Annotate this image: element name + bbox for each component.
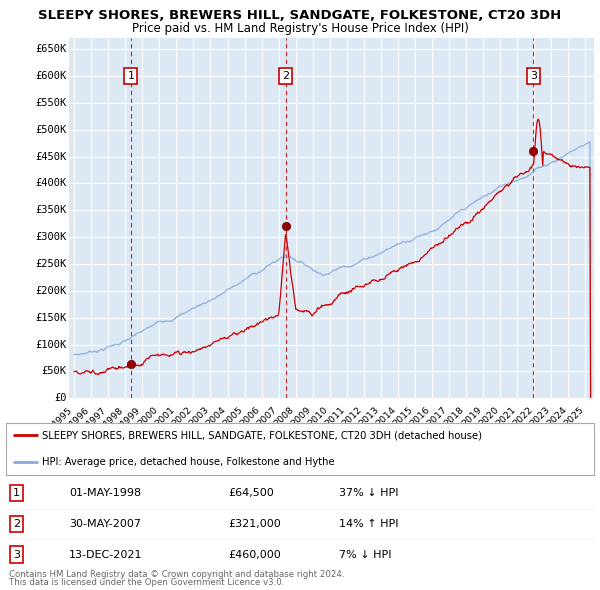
Text: 2019: 2019 xyxy=(460,405,483,428)
Text: 2010: 2010 xyxy=(307,405,330,428)
Text: 1999: 1999 xyxy=(119,405,142,428)
Text: 2006: 2006 xyxy=(238,405,262,428)
Text: 2002: 2002 xyxy=(170,405,193,428)
Text: £300K: £300K xyxy=(35,232,67,242)
Text: £321,000: £321,000 xyxy=(228,519,281,529)
Text: £460,000: £460,000 xyxy=(228,550,281,559)
Text: 2009: 2009 xyxy=(289,405,313,428)
Text: £400K: £400K xyxy=(35,178,67,188)
Text: £0: £0 xyxy=(54,394,67,403)
Text: 2022: 2022 xyxy=(511,405,535,428)
Text: £550K: £550K xyxy=(35,98,67,108)
Text: SLEEPY SHORES, BREWERS HILL, SANDGATE, FOLKESTONE, CT20 3DH (detached house): SLEEPY SHORES, BREWERS HILL, SANDGATE, F… xyxy=(43,431,482,441)
Text: £64,500: £64,500 xyxy=(228,489,274,498)
Text: £50K: £50K xyxy=(41,366,67,376)
Text: 2: 2 xyxy=(282,71,289,81)
Text: 3: 3 xyxy=(13,550,20,559)
Text: £600K: £600K xyxy=(35,71,67,81)
Text: 2008: 2008 xyxy=(272,405,296,428)
Text: 2024: 2024 xyxy=(545,405,568,428)
Text: £450K: £450K xyxy=(35,152,67,162)
Text: 2025: 2025 xyxy=(562,405,586,428)
Text: 2012: 2012 xyxy=(341,405,364,428)
Text: 37% ↓ HPI: 37% ↓ HPI xyxy=(339,489,398,498)
Text: £150K: £150K xyxy=(35,313,67,323)
Text: 7% ↓ HPI: 7% ↓ HPI xyxy=(339,550,391,559)
Text: 1: 1 xyxy=(127,71,134,81)
Text: 1995: 1995 xyxy=(51,405,74,428)
Text: 2007: 2007 xyxy=(256,405,278,428)
Text: 14% ↑ HPI: 14% ↑ HPI xyxy=(339,519,398,529)
Text: 1998: 1998 xyxy=(102,405,125,428)
Text: 2020: 2020 xyxy=(477,405,500,428)
Text: This data is licensed under the Open Government Licence v3.0.: This data is licensed under the Open Gov… xyxy=(9,578,284,587)
Text: HPI: Average price, detached house, Folkestone and Hythe: HPI: Average price, detached house, Folk… xyxy=(43,457,335,467)
Text: 2001: 2001 xyxy=(153,405,176,428)
Text: 2003: 2003 xyxy=(187,405,211,428)
Text: 01-MAY-1998: 01-MAY-1998 xyxy=(69,489,141,498)
Text: 2018: 2018 xyxy=(443,405,466,428)
Text: Contains HM Land Registry data © Crown copyright and database right 2024.: Contains HM Land Registry data © Crown c… xyxy=(9,571,344,579)
Text: 13-DEC-2021: 13-DEC-2021 xyxy=(69,550,143,559)
Text: 1996: 1996 xyxy=(68,405,91,428)
Text: £350K: £350K xyxy=(35,205,67,215)
Text: 2: 2 xyxy=(13,519,20,529)
Text: 2021: 2021 xyxy=(494,405,517,428)
Text: 2014: 2014 xyxy=(374,405,398,428)
Text: 2023: 2023 xyxy=(528,405,551,428)
Text: £500K: £500K xyxy=(35,124,67,135)
Text: 30-MAY-2007: 30-MAY-2007 xyxy=(69,519,141,529)
Text: 2011: 2011 xyxy=(323,405,347,428)
Text: Price paid vs. HM Land Registry's House Price Index (HPI): Price paid vs. HM Land Registry's House … xyxy=(131,22,469,35)
Text: 2017: 2017 xyxy=(426,405,449,428)
Text: 1: 1 xyxy=(13,489,20,498)
Text: SLEEPY SHORES, BREWERS HILL, SANDGATE, FOLKESTONE, CT20 3DH: SLEEPY SHORES, BREWERS HILL, SANDGATE, F… xyxy=(38,9,562,22)
Text: £200K: £200K xyxy=(35,286,67,296)
Text: £250K: £250K xyxy=(35,259,67,269)
Text: 2005: 2005 xyxy=(221,405,245,428)
Text: 3: 3 xyxy=(530,71,537,81)
Text: £650K: £650K xyxy=(35,44,67,54)
Text: 2015: 2015 xyxy=(392,405,415,428)
Text: 1997: 1997 xyxy=(85,405,108,428)
Text: 2013: 2013 xyxy=(358,405,381,428)
Text: £100K: £100K xyxy=(35,339,67,349)
Text: 2000: 2000 xyxy=(136,405,160,428)
Text: 2016: 2016 xyxy=(409,405,432,428)
Text: 2004: 2004 xyxy=(204,405,227,428)
